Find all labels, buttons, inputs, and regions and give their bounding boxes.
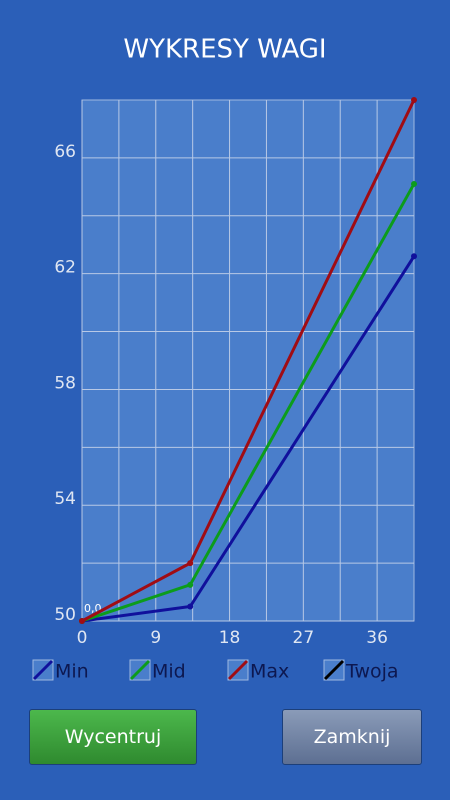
point <box>411 253 417 260</box>
center-button[interactable]: Wycentruj <box>29 709 197 765</box>
legend-swatch <box>129 659 151 681</box>
point <box>187 560 194 567</box>
y-tick-label: 50 <box>54 605 76 625</box>
y-tick-label: 58 <box>54 373 76 393</box>
y-tick-label: 62 <box>54 258 76 278</box>
chart-title: WYKRESY WAGI <box>123 35 326 65</box>
point <box>187 603 194 610</box>
legend-swatch <box>323 659 345 681</box>
legend-label: Min <box>55 661 89 683</box>
x-tick-label: 0 <box>77 628 88 648</box>
legend-label: Max <box>250 661 289 683</box>
x-tick-label: 9 <box>150 628 161 648</box>
x-tick-label: 36 <box>366 628 388 648</box>
y-tick-label: 54 <box>54 489 76 509</box>
x-tick-label: 27 <box>293 628 315 648</box>
x-tick-label: 18 <box>219 628 241 648</box>
legend-label: Mid <box>152 661 186 683</box>
close-button[interactable]: Zamknij <box>282 709 422 765</box>
point <box>411 97 417 103</box>
legend-swatch <box>227 659 249 681</box>
legend-label: Twoja <box>345 661 399 683</box>
point <box>187 581 194 588</box>
legend-swatch <box>32 659 54 681</box>
plot-area <box>81 99 415 622</box>
y-tick-label: 66 <box>54 142 76 162</box>
point <box>79 618 85 624</box>
point <box>411 180 417 187</box>
